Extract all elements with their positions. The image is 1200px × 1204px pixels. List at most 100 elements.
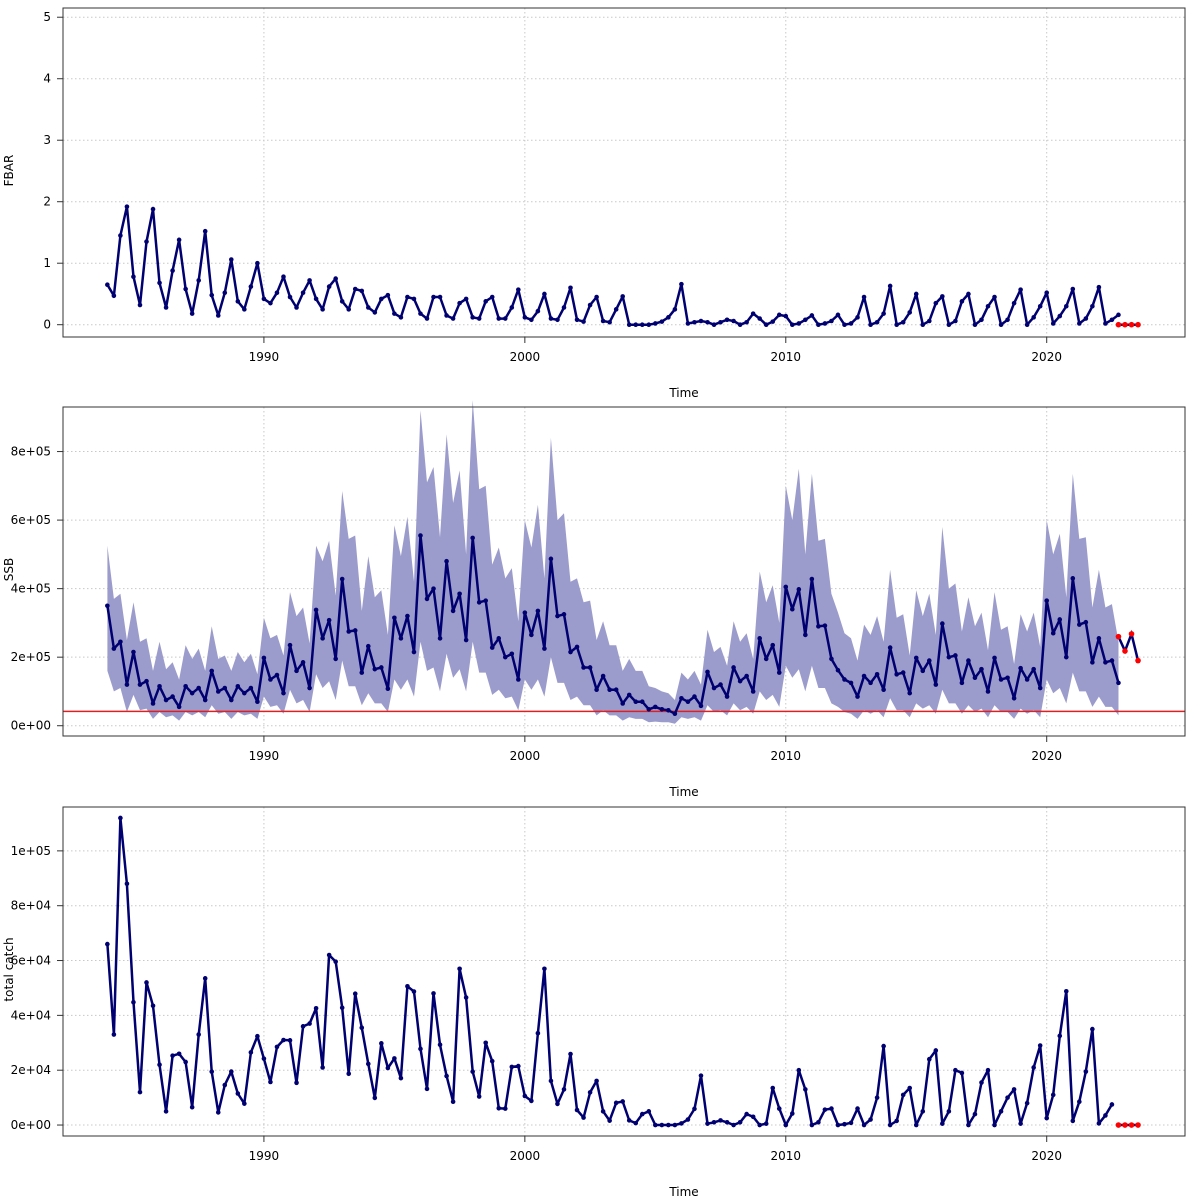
x-axis-label: Time xyxy=(668,785,698,799)
estimate-point xyxy=(587,665,593,670)
estimate-point xyxy=(176,1051,182,1057)
estimate-point xyxy=(144,239,149,244)
estimate-point xyxy=(1037,1043,1043,1048)
estimate-point xyxy=(444,558,449,564)
estimate-point xyxy=(111,1032,117,1037)
estimate-point xyxy=(568,649,573,655)
estimate-point xyxy=(555,1101,560,1107)
estimate-point xyxy=(105,282,110,288)
estimate-point xyxy=(750,311,756,316)
estimate-point xyxy=(829,318,834,324)
estimate-point xyxy=(1090,303,1095,309)
estimate-point xyxy=(450,608,456,614)
estimate-point xyxy=(881,1043,886,1049)
estimate-point xyxy=(320,307,325,312)
estimate-point xyxy=(346,1071,352,1077)
estimate-point xyxy=(261,655,267,661)
estimate-point xyxy=(1057,617,1063,622)
estimate-point xyxy=(359,670,365,675)
estimate-point xyxy=(248,685,254,691)
estimate-point xyxy=(613,687,619,693)
estimate-point xyxy=(698,1073,704,1078)
estimate-point xyxy=(307,1021,312,1026)
estimate-point xyxy=(385,1065,391,1071)
estimate-point xyxy=(372,1095,378,1101)
estimate-point xyxy=(339,576,345,582)
estimate-point xyxy=(966,658,971,663)
estimate-point xyxy=(1024,322,1030,328)
estimate-point xyxy=(137,1089,143,1095)
estimate-point xyxy=(874,1095,880,1100)
estimate-point xyxy=(613,307,619,312)
y-tick-label: 8e+04 xyxy=(11,899,51,913)
estimate-point xyxy=(189,690,195,696)
estimate-point xyxy=(281,274,286,280)
estimate-point xyxy=(770,642,776,648)
x-tick-label: 1990 xyxy=(249,749,280,763)
estimate-point xyxy=(796,321,802,326)
estimate-point xyxy=(646,706,652,712)
estimate-point xyxy=(887,645,893,650)
estimate-point xyxy=(731,318,736,324)
estimate-point xyxy=(1024,1100,1030,1106)
estimate-point xyxy=(411,989,417,994)
estimate-point xyxy=(444,1073,449,1079)
estimate-point xyxy=(431,586,436,591)
y-tick-label: 6e+04 xyxy=(11,954,51,968)
estimate-point xyxy=(809,313,815,318)
y-tick-label: 2e+05 xyxy=(11,650,51,664)
estimate-point xyxy=(463,995,469,1000)
estimate-point xyxy=(333,959,338,964)
estimate-point xyxy=(163,1109,169,1114)
estimate-point xyxy=(359,288,365,294)
estimate-point xyxy=(274,672,280,678)
estimate-point xyxy=(1070,286,1076,292)
estimate-point xyxy=(757,636,762,641)
estimate-point xyxy=(848,321,854,326)
estimate-point xyxy=(398,1075,404,1081)
estimate-point xyxy=(405,984,410,989)
estimate-point xyxy=(770,319,776,324)
x-tick-label: 1990 xyxy=(249,1149,280,1163)
estimate-point xyxy=(1057,1033,1063,1039)
estimate-point xyxy=(972,675,978,681)
estimate-point xyxy=(385,292,391,298)
y-tick-label: 2e+04 xyxy=(11,1063,51,1077)
estimate-point xyxy=(783,1122,789,1128)
estimate-point xyxy=(581,1115,586,1120)
estimate-point xyxy=(522,315,528,320)
estimate-point xyxy=(202,697,208,703)
estimate-point xyxy=(215,1110,221,1115)
estimate-point xyxy=(398,315,404,320)
estimate-point xyxy=(1063,303,1069,309)
estimate-point xyxy=(776,312,782,318)
estimate-point xyxy=(1109,317,1115,323)
forecast-point xyxy=(1115,633,1122,640)
estimate-point xyxy=(326,284,332,289)
estimate-point xyxy=(326,952,332,958)
estimate-point xyxy=(235,299,241,304)
estimate-point xyxy=(581,665,586,670)
estimate-point xyxy=(529,632,534,638)
estimate-point xyxy=(535,308,541,314)
estimate-point xyxy=(248,1050,254,1055)
estimate-point xyxy=(229,1069,234,1074)
estimate-point xyxy=(809,1122,815,1128)
estimate-point xyxy=(724,694,730,699)
estimate-point xyxy=(450,316,456,321)
estimate-point xyxy=(1090,1026,1095,1032)
estimate-point xyxy=(483,299,489,304)
estimate-point xyxy=(966,291,971,297)
estimate-point xyxy=(163,697,169,703)
estimate-point xyxy=(705,319,710,325)
estimate-point xyxy=(679,696,684,701)
estimate-point xyxy=(646,1109,652,1114)
estimate-point xyxy=(848,1120,854,1126)
estimate-point xyxy=(776,1106,782,1111)
estimate-point xyxy=(202,228,208,234)
estimate-point xyxy=(222,1082,228,1088)
estimate-point xyxy=(868,680,873,686)
estimate-point xyxy=(372,666,378,672)
estimate-point xyxy=(509,651,515,657)
estimate-point xyxy=(698,318,704,324)
